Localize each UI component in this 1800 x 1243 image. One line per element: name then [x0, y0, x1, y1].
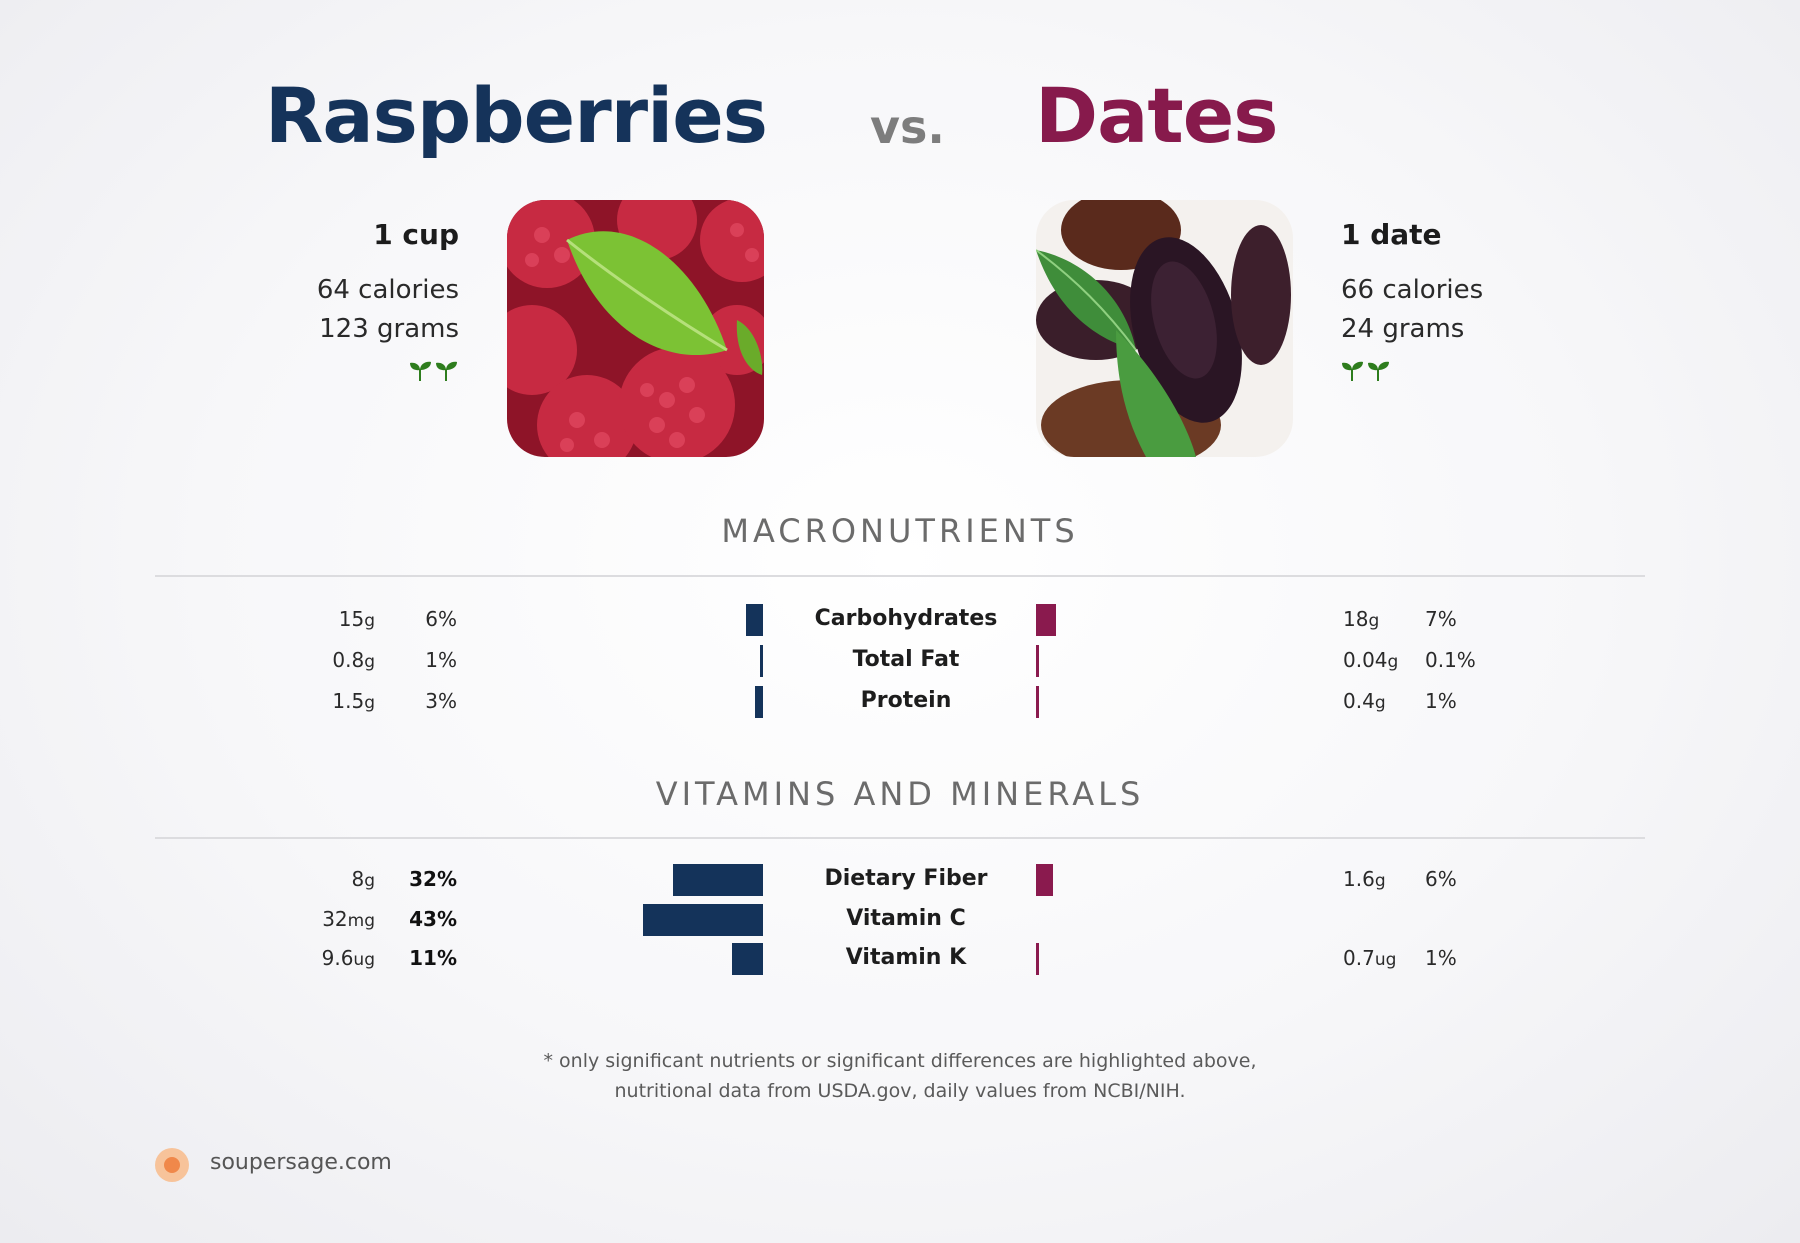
left-amount: 8g: [351, 867, 375, 891]
right-bar: [1036, 943, 1039, 975]
left-bar: [673, 864, 763, 896]
left-amount: 15g: [338, 607, 375, 631]
left-percent: 6%: [425, 607, 457, 631]
soupersage-logo-icon: [155, 1148, 189, 1182]
right-grams: 24 grams: [1341, 314, 1465, 344]
right-bar: [1036, 864, 1053, 896]
footnote: * only significant nutrients or signific…: [0, 1046, 1800, 1106]
left-percent: 32%: [409, 867, 457, 891]
right-percent: 0.1%: [1425, 648, 1476, 672]
left-bar: [754, 686, 763, 718]
macronutrients-divider: [155, 575, 1645, 577]
right-percent: 1%: [1425, 946, 1457, 970]
nutrient-name: Protein: [860, 688, 952, 713]
nutrient-name: Vitamin K: [845, 945, 967, 970]
vs-label: vs.: [870, 100, 945, 154]
right-percent: 6%: [1425, 867, 1457, 891]
right-bar: [1036, 604, 1056, 636]
left-serving: 1 cup: [373, 218, 459, 251]
raspberries-photo: [507, 200, 764, 457]
vitamins-divider: [155, 837, 1645, 839]
left-percent: 1%: [425, 648, 457, 672]
left-amount: 32mg: [322, 907, 375, 931]
sprout-icon: [1341, 358, 1391, 388]
footnote-line-1: * only significant nutrients or signific…: [543, 1050, 1257, 1072]
right-bar: [1036, 645, 1039, 677]
left-amount: 0.8g: [332, 648, 375, 672]
macronutrients-heading: MACRONUTRIENTS: [721, 512, 1079, 550]
right-amount: 0.04g: [1343, 648, 1399, 672]
vitamins-heading: VITAMINS AND MINERALS: [655, 775, 1145, 813]
left-bar: [746, 604, 763, 636]
footnote-line-2: nutritional data from USDA.gov, daily va…: [614, 1080, 1186, 1102]
right-food-title: Dates: [1035, 71, 1278, 160]
left-amount: 9.6ug: [321, 946, 375, 970]
nutrient-name: Total Fat: [852, 647, 960, 672]
right-percent: 1%: [1425, 689, 1457, 713]
left-amount: 1.5g: [332, 689, 375, 713]
right-serving: 1 date: [1341, 218, 1442, 251]
right-percent: 7%: [1425, 607, 1457, 631]
nutrient-name: Carbohydrates: [814, 606, 998, 631]
right-calories: 66 calories: [1341, 275, 1484, 305]
left-bar: [760, 645, 763, 677]
right-amount: 0.7ug: [1343, 946, 1397, 970]
left-bar: [642, 904, 763, 936]
left-grams: 123 grams: [319, 314, 459, 344]
right-amount: 18g: [1343, 607, 1380, 631]
left-food-title: Raspberries: [264, 71, 768, 160]
right-bar: [1036, 686, 1039, 718]
left-percent: 43%: [409, 907, 457, 931]
brand-link[interactable]: soupersage.com: [210, 1150, 392, 1175]
nutrient-name: Vitamin C: [846, 906, 966, 931]
right-amount: 1.6g: [1343, 867, 1386, 891]
left-calories: 64 calories: [316, 275, 459, 305]
sprout-icon: [409, 358, 459, 388]
nutrient-name: Dietary Fiber: [824, 866, 988, 891]
left-percent: 11%: [409, 946, 457, 970]
left-bar: [732, 943, 763, 975]
left-percent: 3%: [425, 689, 457, 713]
dates-photo: [1036, 200, 1293, 457]
right-amount: 0.4g: [1343, 689, 1386, 713]
